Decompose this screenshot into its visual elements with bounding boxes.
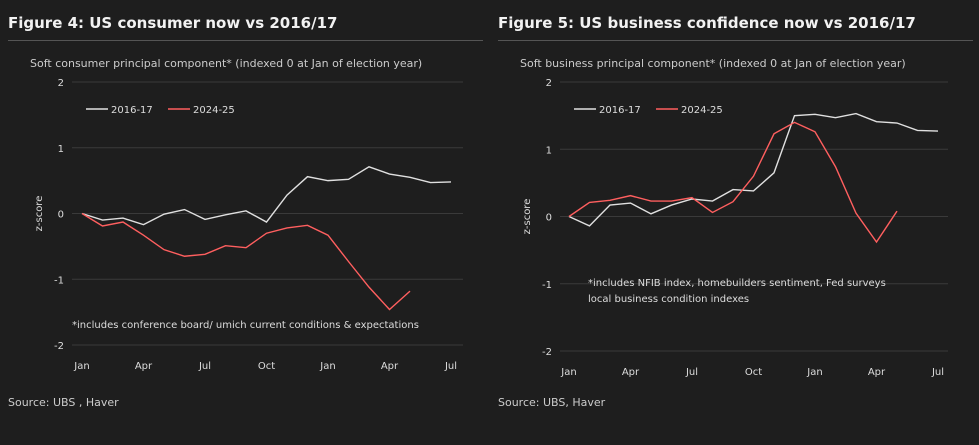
x-tick-label: Jul	[444, 361, 457, 372]
figure-4-panel: Figure 4: US consumer now vs 2016/17 Sof…	[8, 0, 483, 445]
x-tick-label: Oct	[258, 361, 275, 372]
series-line-2016-17	[568, 112, 939, 227]
y-tick-label: 2	[58, 78, 64, 89]
series-line-2024-25	[568, 121, 898, 244]
chart-4: 2 1 0 -1 -2 Jan Apr Jul Oct Jan Apr Jul z-score 2016-…	[34, 78, 463, 372]
x-tick-label: Jul	[931, 367, 944, 378]
x-tick-label: Oct	[745, 367, 762, 378]
y-axis-label: z-score	[34, 196, 45, 232]
series-line-2016-17	[81, 166, 452, 226]
divider	[8, 40, 483, 41]
x-tick-label: Jul	[198, 361, 211, 372]
x-tick-label: Jan	[806, 367, 822, 378]
legend-label: 2024-25	[193, 105, 235, 116]
divider	[498, 40, 973, 41]
x-tick-label: Jul	[685, 367, 698, 378]
series-line-2024-25	[81, 212, 411, 311]
figure-5-panel: Figure 5: US business confidence now vs …	[498, 0, 973, 445]
legend-label: 2016-17	[599, 105, 641, 116]
chart-title: Figure 4: US consumer now vs 2016/17	[8, 14, 338, 32]
legend-label: 2024-25	[681, 105, 723, 116]
footnote: *includes NFIB index, homebuilders senti…	[588, 278, 886, 289]
y-tick-label: 1	[546, 145, 552, 156]
source-note: Source: UBS, Haver	[498, 396, 606, 409]
footnote: *includes conference board/ umich curren…	[72, 320, 419, 331]
footnote: local business condition indexes	[588, 294, 749, 305]
y-tick-label: -2	[54, 341, 64, 352]
source-note: Source: UBS , Haver	[8, 396, 119, 409]
y-tick-label: 0	[546, 213, 552, 224]
y-tick-label: 0	[58, 210, 64, 221]
y-axis-label: z-score	[522, 199, 533, 235]
x-tick-label: Jan	[319, 361, 335, 372]
chart-title: Figure 5: US business confidence now vs …	[498, 14, 916, 32]
y-tick-label: -2	[542, 347, 552, 358]
y-tick-label: 1	[58, 144, 64, 155]
chart-subtitle: Soft consumer principal component* (inde…	[30, 57, 423, 70]
chart-subtitle: Soft business principal component* (inde…	[520, 57, 906, 70]
y-tick-label: -1	[54, 275, 64, 286]
y-tick-label: -1	[542, 280, 552, 291]
chart-5: 2 1 0 -1 -2 Jan Apr Jul Oct Jan Apr Jul z-score 2016-…	[522, 78, 948, 378]
x-tick-label: Apr	[135, 361, 153, 372]
x-tick-label: Apr	[868, 367, 886, 378]
x-tick-label: Apr	[381, 361, 399, 372]
y-tick-label: 2	[546, 78, 552, 89]
x-tick-label: Jan	[560, 367, 576, 378]
x-tick-label: Apr	[622, 367, 640, 378]
x-tick-label: Jan	[73, 361, 89, 372]
legend-label: 2016-17	[111, 105, 153, 116]
